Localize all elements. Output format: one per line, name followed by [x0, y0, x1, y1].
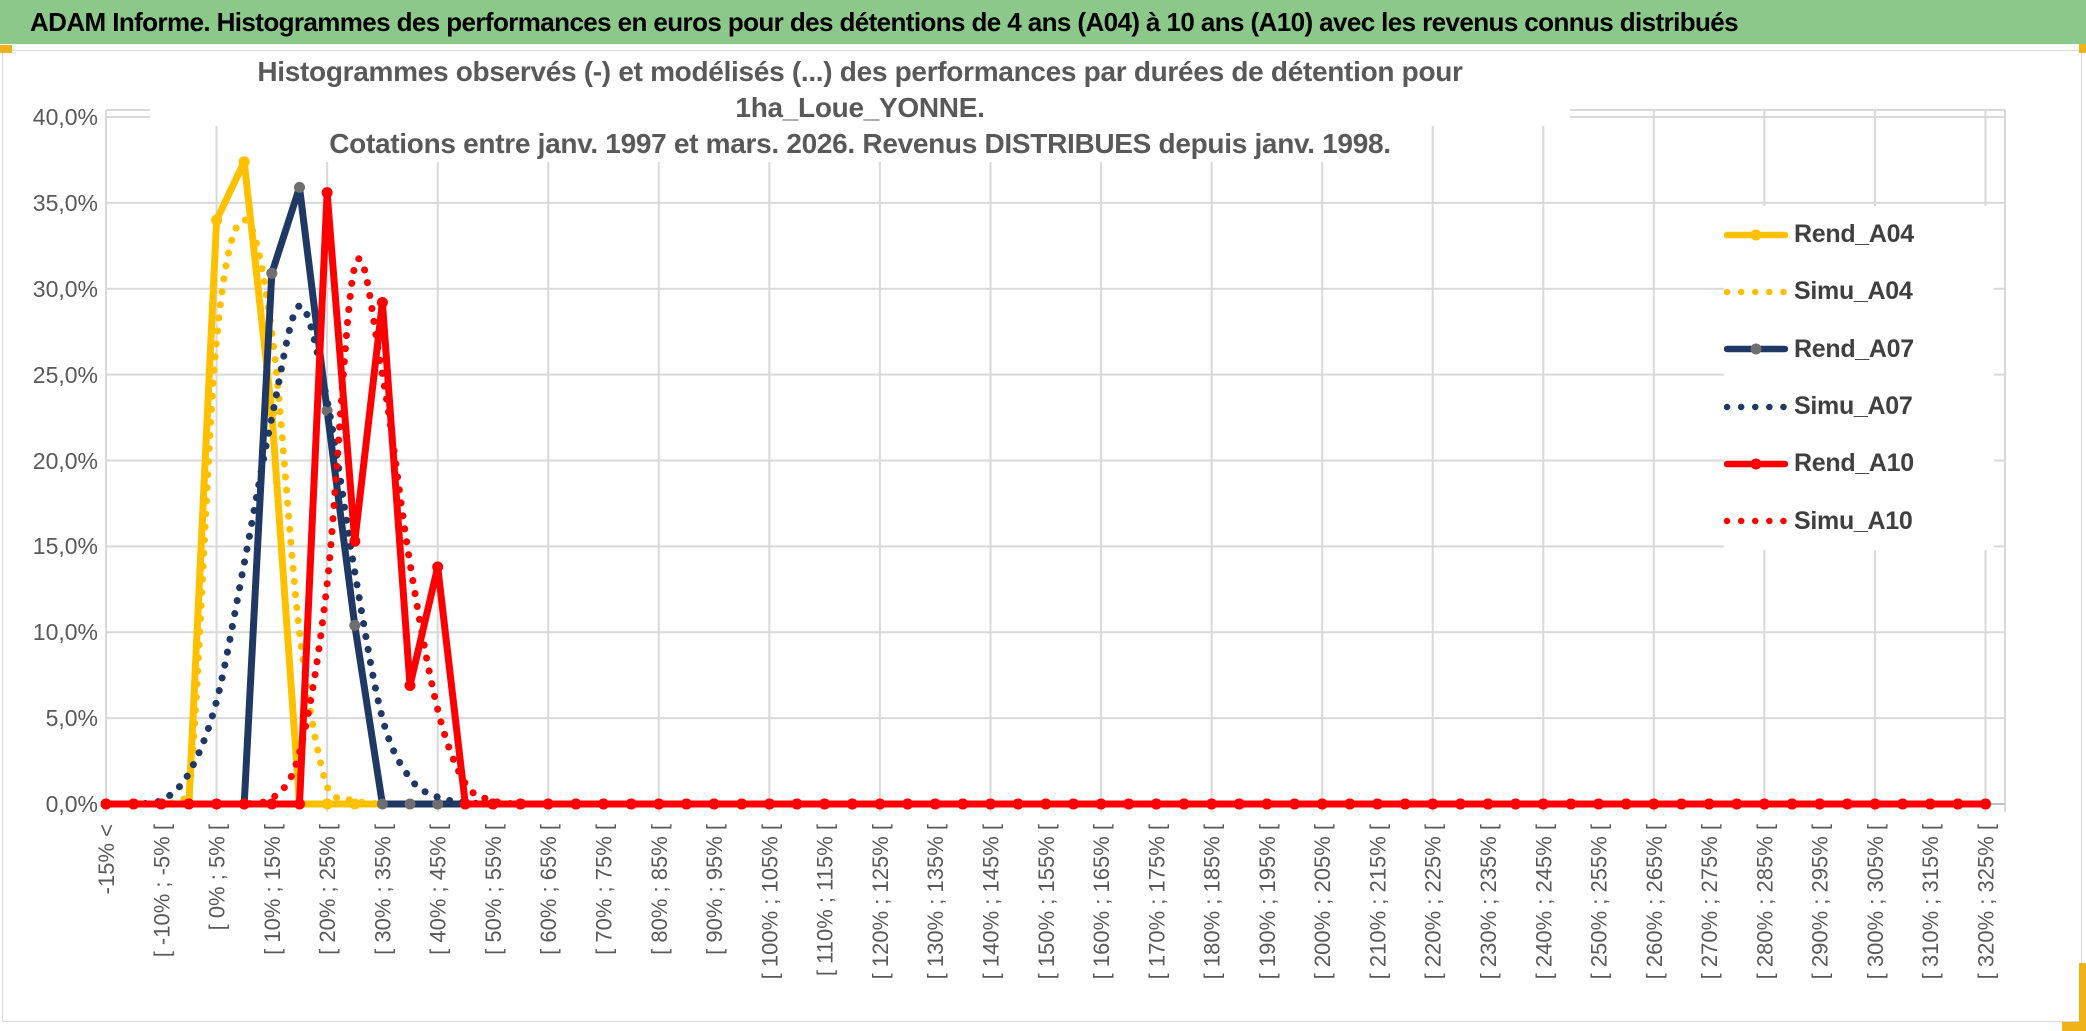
legend-label: Rend_A07 [1794, 334, 1914, 363]
legend-label: Rend_A04 [1794, 220, 1914, 249]
x-axis-label: [ 100% ; 105% [ [757, 824, 782, 979]
legend-sample-dotted [1723, 284, 1789, 300]
x-axis-label: [ 300% ; 305% [ [1863, 824, 1888, 979]
legend-item-Simu_A07[interactable]: Simu_A07 [1723, 378, 1994, 435]
y-axis-label: 25,0% [32, 361, 98, 388]
legend-sample-solid [1723, 341, 1789, 357]
legend-sample-dotted [1723, 513, 1789, 529]
x-axis-label: [ 220% ; 225% [ [1421, 824, 1446, 979]
legend-sample-solid [1723, 227, 1789, 243]
x-axis-label: [ 270% ; 275% [ [1697, 824, 1722, 979]
x-axis-label: [ 230% ; 235% [ [1476, 824, 1501, 979]
y-axis-label: 35,0% [32, 189, 98, 216]
x-axis-label: -15% < [94, 824, 119, 894]
x-axis-label: [ 190% ; 195% [ [1255, 824, 1280, 979]
x-axis-label: [ 250% ; 255% [ [1587, 824, 1612, 979]
x-axis-label: [ 40% ; 45% [ [426, 824, 451, 955]
legend-item-Rend_A07[interactable]: Rend_A07 [1723, 321, 1994, 378]
legend-label: Simu_A10 [1794, 506, 1913, 535]
x-axis-label: [ 260% ; 265% [ [1642, 824, 1667, 979]
x-axis-label: [ 60% ; 65% [ [536, 824, 561, 955]
x-axis-label: [ 200% ; 205% [ [1310, 824, 1335, 979]
y-axis-label: 30,0% [32, 275, 98, 302]
series-Rend_A04 [106, 158, 1986, 808]
x-axis-label: [ 150% ; 155% [ [1034, 824, 1059, 979]
x-axis-label: [ 20% ; 25% [ [315, 824, 340, 955]
y-axis-label: 0,0% [45, 791, 98, 817]
legend-label: Simu_A07 [1794, 392, 1913, 421]
series-Rend_A07 [106, 183, 1986, 808]
y-axis-label: 15,0% [32, 533, 98, 560]
legend-label: Simu_A04 [1794, 277, 1913, 306]
x-axis-label: [ 80% ; 85% [ [647, 824, 672, 955]
x-axis-label: [ 210% ; 215% [ [1365, 824, 1390, 979]
selection-accent-bottom-right-h [2062, 1022, 2086, 1031]
legend-item-Simu_A10[interactable]: Simu_A10 [1723, 493, 1994, 550]
x-axis-label: [ 240% ; 245% [ [1531, 824, 1556, 979]
legend-item-Rend_A04[interactable]: Rend_A04 [1723, 206, 1994, 263]
y-axis-label: 5,0% [45, 705, 98, 732]
x-axis-label: [ 10% ; 15% [ [260, 824, 285, 955]
x-axis-label: [ 290% ; 295% [ [1808, 824, 1833, 979]
y-axis-label: 10,0% [32, 619, 98, 646]
selection-accent-top-right [2079, 44, 2086, 53]
x-axis-label: [ 70% ; 75% [ [592, 824, 617, 955]
selection-accent-bottom-right-v [2079, 963, 2086, 1023]
legend-sample-solid [1723, 456, 1789, 472]
x-axis-label: [ 160% ; 165% [ [1089, 824, 1114, 979]
x-axis-label: [ 310% ; 315% [ [1918, 824, 1943, 979]
x-axis-label: [ 50% ; 55% [ [481, 824, 506, 955]
series-Rend_A10 [106, 189, 1986, 808]
series-Simu_A10 [102, 255, 1989, 808]
x-axis-label: [ 130% ; 135% [ [923, 824, 948, 979]
x-axis-label: [ 280% ; 285% [ [1752, 824, 1777, 979]
x-axis-label: [ 30% ; 35% [ [370, 824, 395, 955]
legend-label: Rend_A10 [1794, 449, 1914, 478]
selection-accent-top-left [0, 45, 12, 53]
chart-title-line2: Cotations entre janv. 1997 et mars. 2026… [323, 126, 1397, 162]
series-Simu_A04 [102, 216, 1989, 808]
x-axis-label: [ 180% ; 185% [ [1200, 824, 1225, 979]
y-axis-label: 40,0% [32, 104, 98, 130]
x-axis-label: [ 170% ; 175% [ [1144, 824, 1169, 979]
sheet-title-bar: ADAM Informe. Histogrammes des performan… [0, 0, 2086, 44]
y-axis-label: 20,0% [32, 447, 98, 474]
x-axis-label: [ 110% ; 115% [ [813, 824, 838, 976]
x-axis-label: [ 90% ; 95% [ [702, 824, 727, 955]
x-axis-label: [ 120% ; 125% [ [868, 824, 893, 979]
sheet-title: ADAM Informe. Histogrammes des performan… [30, 6, 1739, 37]
legend-sample-dotted [1723, 399, 1789, 415]
chart-title: Histogrammes observés (-) et modélisés (… [150, 54, 1570, 162]
x-axis-label: [ 140% ; 145% [ [978, 824, 1003, 979]
x-axis-label: [ -10% ; -5% [ [149, 824, 174, 957]
x-axis-label: [ 320% ; 325% [ [1974, 824, 1999, 979]
legend-item-Simu_A04[interactable]: Simu_A04 [1723, 263, 1994, 320]
legend: Rend_A04 Simu_A04 Rend_A07 Simu_A07 Rend_A10… [1723, 206, 1994, 550]
x-axis-label: [ 0% ; 5% [ [205, 824, 230, 930]
chart-title-line1: Histogrammes observés (-) et modélisés (… [150, 54, 1570, 126]
legend-item-Rend_A10[interactable]: Rend_A10 [1723, 435, 1994, 492]
